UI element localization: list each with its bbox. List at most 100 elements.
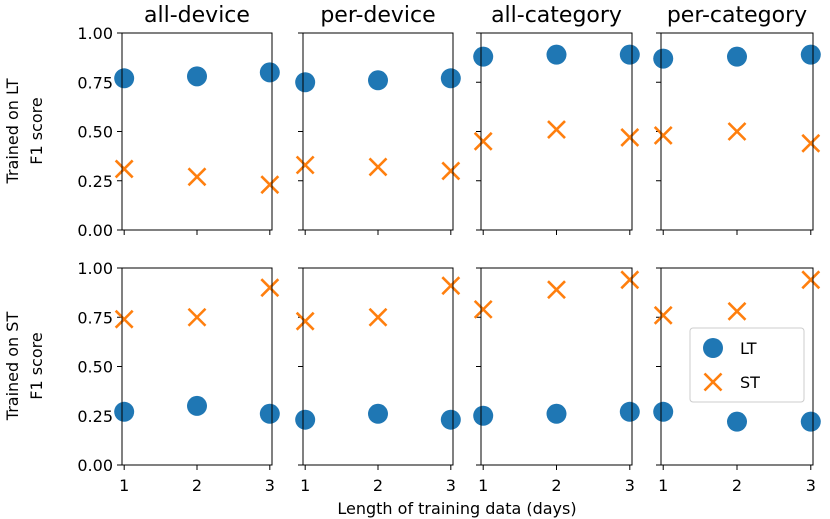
x-axis-label: Length of training data (days) [337, 499, 576, 518]
point-lt [259, 62, 280, 83]
row-2-ylabel-line1: Trained on ST [3, 312, 22, 422]
legend-label-lt: LT [740, 339, 757, 358]
point-lt [440, 409, 461, 430]
point-st [441, 161, 461, 181]
panel-r2-per-device: 1 2 3 [295, 267, 461, 495]
point-st [620, 270, 640, 290]
panel-frame [302, 267, 454, 466]
panel-title: per-category [667, 3, 807, 28]
point-st [260, 278, 280, 298]
x-tick-label: 3 [806, 476, 816, 495]
point-st [368, 157, 388, 177]
point-st [295, 155, 315, 175]
panel-frame [660, 32, 814, 231]
panel-r2-all-category: 1 2 3 [473, 267, 640, 495]
y-tick-label: 0.25 [77, 407, 113, 426]
point-st [295, 311, 315, 331]
panel-title: all-device [144, 3, 250, 28]
y-tick-label: 0.75 [77, 73, 113, 92]
y-tick-label: 0.75 [77, 308, 113, 327]
legend-marker-lt [703, 338, 723, 358]
x-tick-label: 2 [732, 476, 742, 495]
point-st [473, 299, 493, 319]
point-st [727, 301, 747, 321]
point-lt [259, 403, 280, 424]
row-2-ylabel-line2: F1 score [27, 332, 46, 399]
panel-r1-all-device: all-device 0.00 0.25 0.50 0.75 1.00 [77, 3, 280, 240]
panel-r1-per-device: per-device [295, 3, 461, 235]
point-lt [114, 68, 135, 89]
point-lt [187, 395, 207, 416]
panel-frame [302, 32, 454, 231]
y-tick-label: 0.25 [77, 172, 113, 191]
x-tick-label: 3 [265, 476, 275, 495]
panel-r1-all-category: all-category [473, 3, 640, 235]
point-lt [619, 44, 640, 65]
x-tick-label: 3 [625, 476, 635, 495]
point-st [727, 122, 747, 141]
point-lt [653, 401, 674, 422]
point-lt [546, 403, 567, 424]
x-tick-label: 1 [300, 476, 310, 495]
panel-r2-all-device: 0.00 0.25 0.50 0.75 1.00 1 2 3 [77, 259, 280, 495]
row-1-ylabel-line2: F1 score [27, 97, 46, 164]
point-lt [619, 401, 640, 422]
row-1-ylabel-line1: Trained on LT [3, 78, 22, 184]
x-tick-label: 2 [373, 476, 383, 495]
point-st [473, 131, 493, 151]
point-st [260, 175, 280, 195]
point-st [114, 309, 134, 329]
x-tick-label: 2 [192, 476, 202, 495]
point-lt [653, 48, 674, 69]
point-lt [187, 66, 207, 87]
y-tick-label: 1.00 [77, 259, 113, 278]
point-lt [295, 72, 316, 93]
panel-r1-per-category: per-category [653, 3, 821, 235]
x-tick-label: 2 [551, 476, 561, 495]
point-lt [440, 68, 461, 89]
panel-frame [121, 267, 273, 466]
point-lt [368, 70, 388, 91]
panel-frame [121, 32, 273, 231]
point-st [187, 167, 207, 187]
point-lt [368, 403, 388, 424]
panel-grid: all-device 0.00 0.25 0.50 0.75 1.00 per-device… [77, 3, 821, 495]
point-lt [546, 44, 567, 65]
y-tick-label: 0.00 [77, 221, 113, 240]
panel-title: per-device [320, 3, 435, 28]
point-st [187, 307, 207, 327]
point-st [801, 133, 821, 153]
x-tick-label: 3 [446, 476, 456, 495]
point-lt [727, 46, 747, 67]
point-st [114, 159, 134, 179]
legend-label-st: ST [740, 373, 760, 392]
panel-frame [480, 32, 633, 231]
point-lt [800, 44, 821, 65]
point-lt [473, 405, 494, 426]
legend: LT ST [689, 327, 805, 403]
point-st [801, 270, 821, 290]
y-tick-label: 1.00 [77, 24, 113, 43]
panel-frame [660, 267, 814, 466]
point-st [441, 276, 461, 296]
point-lt [800, 411, 821, 432]
x-tick-label: 1 [658, 476, 668, 495]
y-tick-label: 0.00 [77, 456, 113, 475]
figure-labels: Trained on LT F1 score Trained on ST F1 … [3, 78, 577, 518]
point-lt [114, 401, 135, 422]
x-tick-label: 1 [119, 476, 129, 495]
point-lt [295, 409, 316, 430]
x-tick-label: 1 [478, 476, 488, 495]
point-st [620, 127, 640, 147]
point-st [547, 120, 566, 139]
y-tick-label: 0.50 [77, 358, 113, 377]
point-st [368, 307, 388, 327]
panel-frame [480, 267, 633, 466]
point-st [653, 305, 673, 325]
point-lt [473, 46, 494, 67]
panel-title: all-category [491, 3, 622, 28]
panel-r2-per-category: 1 2 3 [653, 267, 821, 495]
point-lt [727, 411, 747, 432]
point-st [547, 280, 566, 300]
